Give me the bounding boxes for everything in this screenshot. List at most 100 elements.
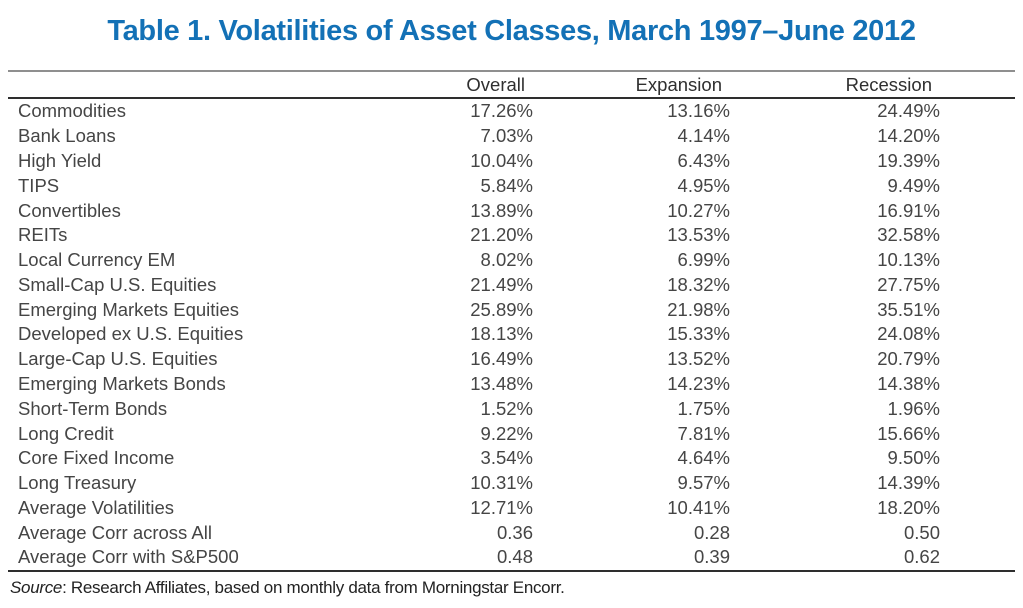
asset-name: Emerging Markets Bonds <box>18 372 226 394</box>
table-row: Average Corr with S&P500 0.48 0.39 0.62 <box>8 545 1015 570</box>
table-row: Developed ex U.S. Equities 18.13% 15.33%… <box>8 322 1015 347</box>
asset-name: Convertibles <box>18 199 121 221</box>
overall-value: 21.20% <box>470 224 533 246</box>
recession-value: 24.49% <box>877 100 940 122</box>
overall-value: 5.84% <box>480 174 533 196</box>
table-row: Emerging Markets Equities 25.89% 21.98% … <box>8 297 1015 322</box>
expansion-value: 0.39 <box>693 546 730 568</box>
overall-value: 17.26% <box>470 100 533 122</box>
recession-value: 14.38% <box>877 372 940 394</box>
overall-value: 18.13% <box>470 323 533 345</box>
expansion-value: 9.57% <box>677 472 730 494</box>
recession-value: 1.96% <box>887 397 940 419</box>
table-title: Table 1. Volatilities of Asset Classes, … <box>107 15 916 47</box>
recession-value: 27.75% <box>877 273 940 295</box>
volatilities-table: Overall Expansion Recession Commodities … <box>8 70 1015 572</box>
expansion-value: 15.33% <box>667 323 730 345</box>
asset-name: Developed ex U.S. Equities <box>18 323 244 345</box>
overall-value: 13.48% <box>470 372 533 394</box>
table-row: Convertibles 13.89% 10.27% 16.91% <box>8 198 1015 223</box>
overall-value: 10.31% <box>470 472 533 494</box>
header-recession: Recession <box>845 73 932 95</box>
asset-name: Long Treasury <box>18 472 137 494</box>
header-bottom-rule <box>8 97 1015 99</box>
recession-value: 15.66% <box>877 422 940 444</box>
asset-name: Local Currency EM <box>18 249 176 271</box>
table-row: Bank Loans 7.03% 4.14% 14.20% <box>8 124 1015 149</box>
source-note: Source: Research Affiliates, based on mo… <box>10 578 565 598</box>
expansion-value: 13.16% <box>667 100 730 122</box>
overall-value: 25.89% <box>470 298 533 320</box>
recession-value: 9.50% <box>887 447 940 469</box>
asset-name: Average Corr with S&P500 <box>18 546 239 568</box>
recession-value: 16.91% <box>877 199 940 221</box>
expansion-value: 4.95% <box>677 174 730 196</box>
header-overall: Overall <box>466 73 525 95</box>
table-row: Small-Cap U.S. Equities 21.49% 18.32% 27… <box>8 272 1015 297</box>
overall-value: 21.49% <box>470 273 533 295</box>
table-row: REITs 21.20% 13.53% 32.58% <box>8 223 1015 248</box>
expansion-value: 4.64% <box>677 447 730 469</box>
asset-name: Commodities <box>18 100 126 122</box>
table-row: Long Treasury 10.31% 9.57% 14.39% <box>8 471 1015 496</box>
expansion-value: 1.75% <box>677 397 730 419</box>
table-top-rule <box>8 70 1015 72</box>
asset-name: TIPS <box>18 174 60 196</box>
expansion-value: 13.52% <box>667 348 730 370</box>
expansion-value: 13.53% <box>667 224 730 246</box>
expansion-value: 4.14% <box>677 125 730 147</box>
table-row: Large-Cap U.S. Equities 16.49% 13.52% 20… <box>8 347 1015 372</box>
asset-name: REITs <box>18 224 68 246</box>
table-header-row: Overall Expansion Recession <box>8 72 1015 97</box>
source-label: Source <box>10 578 63 597</box>
asset-name: Core Fixed Income <box>18 447 175 469</box>
overall-value: 9.22% <box>480 422 533 444</box>
table-row: Core Fixed Income 3.54% 4.64% 9.50% <box>8 446 1015 471</box>
overall-value: 12.71% <box>470 496 533 518</box>
table-row: Average Volatilities 12.71% 10.41% 18.20… <box>8 496 1015 521</box>
recession-value: 0.50 <box>903 521 940 543</box>
overall-value: 0.36 <box>496 521 533 543</box>
expansion-value: 6.99% <box>677 249 730 271</box>
overall-value: 1.52% <box>480 397 533 419</box>
overall-value: 0.48 <box>496 546 533 568</box>
expansion-value: 14.23% <box>667 372 730 394</box>
expansion-value: 10.27% <box>667 199 730 221</box>
asset-name: Average Volatilities <box>18 496 174 518</box>
table-row: Emerging Markets Bonds 13.48% 14.23% 14.… <box>8 372 1015 397</box>
table-row: Average Corr across All 0.36 0.28 0.50 <box>8 520 1015 545</box>
expansion-value: 21.98% <box>667 298 730 320</box>
table-row: Commodities 17.26% 13.16% 24.49% <box>8 99 1015 124</box>
recession-value: 20.79% <box>877 348 940 370</box>
recession-value: 35.51% <box>877 298 940 320</box>
expansion-value: 7.81% <box>677 422 730 444</box>
overall-value: 8.02% <box>480 249 533 271</box>
table-row: Local Currency EM 8.02% 6.99% 10.13% <box>8 248 1015 273</box>
expansion-value: 6.43% <box>677 149 730 171</box>
header-expansion: Expansion <box>635 73 722 95</box>
asset-name: Large-Cap U.S. Equities <box>18 348 218 370</box>
overall-value: 7.03% <box>480 125 533 147</box>
table-bottom-rule <box>8 569 1015 572</box>
table-row: TIPS 5.84% 4.95% 9.49% <box>8 173 1015 198</box>
asset-name: Average Corr across All <box>18 521 212 543</box>
recession-value: 32.58% <box>877 224 940 246</box>
asset-name: Emerging Markets Equities <box>18 298 240 320</box>
recession-value: 14.39% <box>877 472 940 494</box>
recession-value: 18.20% <box>877 496 940 518</box>
overall-value: 16.49% <box>470 348 533 370</box>
recession-value: 10.13% <box>877 249 940 271</box>
overall-value: 3.54% <box>480 447 533 469</box>
overall-value: 10.04% <box>470 149 533 171</box>
asset-name: High Yield <box>18 149 102 171</box>
expansion-value: 0.28 <box>693 521 730 543</box>
expansion-value: 10.41% <box>667 496 730 518</box>
recession-value: 14.20% <box>877 125 940 147</box>
recession-value: 19.39% <box>877 149 940 171</box>
asset-name: Long Credit <box>18 422 114 444</box>
asset-name: Bank Loans <box>18 125 116 147</box>
recession-value: 24.08% <box>877 323 940 345</box>
overall-value: 13.89% <box>470 199 533 221</box>
table-row: Short-Term Bonds 1.52% 1.75% 1.96% <box>8 396 1015 421</box>
